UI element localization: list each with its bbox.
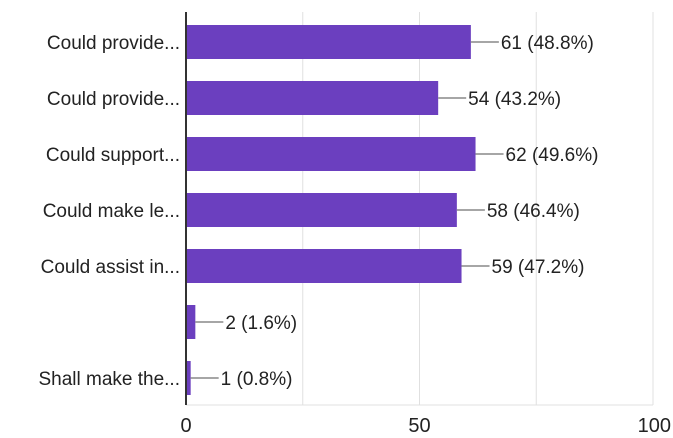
category-label: Shall make the... <box>38 369 180 390</box>
bar <box>186 305 196 339</box>
x-tick-label: 50 <box>408 415 430 437</box>
category-label: Could assist in... <box>41 257 180 278</box>
bar <box>186 81 439 115</box>
x-tick-label: 100 <box>638 415 671 437</box>
bar <box>186 193 457 227</box>
data-label: 61 (48.8%) <box>501 33 594 54</box>
bar <box>186 361 191 395</box>
data-label: 1 (0.8%) <box>221 369 293 390</box>
category-label: Could make le... <box>43 201 180 222</box>
data-label: 62 (49.6%) <box>506 145 599 166</box>
category-label: Could support... <box>46 145 180 166</box>
data-label: 59 (47.2%) <box>492 257 585 278</box>
data-label: 2 (1.6%) <box>225 313 297 334</box>
x-tick-label: 0 <box>180 415 191 437</box>
bar <box>186 137 476 171</box>
data-label: 54 (43.2%) <box>468 89 561 110</box>
data-label: 58 (46.4%) <box>487 201 580 222</box>
category-label: Could provide... <box>47 33 180 54</box>
bar <box>186 25 471 59</box>
category-label: Could provide... <box>47 89 180 110</box>
bar <box>186 249 462 283</box>
